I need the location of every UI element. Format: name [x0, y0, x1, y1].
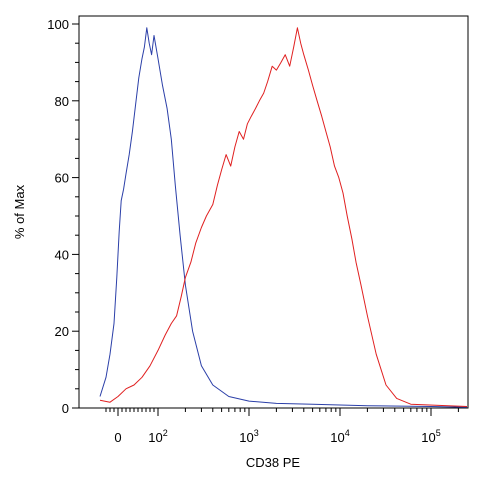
series-line-1 — [99, 27, 468, 408]
x-tick-label: 103 — [239, 428, 258, 445]
y-tick-label: 0 — [62, 401, 69, 416]
series-line-2 — [99, 27, 468, 407]
x-tick-label: 102 — [148, 428, 167, 445]
y-axis: 0 20 40 60 80 100 — [47, 17, 79, 416]
x-tick-label: 105 — [421, 428, 440, 445]
x-axis: 0 102 103 104 105 — [105, 408, 459, 445]
y-tick-label: 80 — [55, 94, 69, 109]
y-axis-title: % of Max — [12, 184, 27, 239]
y-tick-label: 40 — [55, 247, 69, 262]
histogram-series — [99, 27, 468, 408]
plot-frame — [78, 15, 469, 409]
y-tick-label: 100 — [47, 17, 69, 32]
x-tick-label: 0 — [114, 430, 121, 445]
x-axis-title: CD38 PE — [246, 455, 301, 470]
y-tick-label: 60 — [55, 171, 69, 186]
x-tick-label: 104 — [330, 428, 349, 445]
y-tick-label: 20 — [55, 324, 69, 339]
